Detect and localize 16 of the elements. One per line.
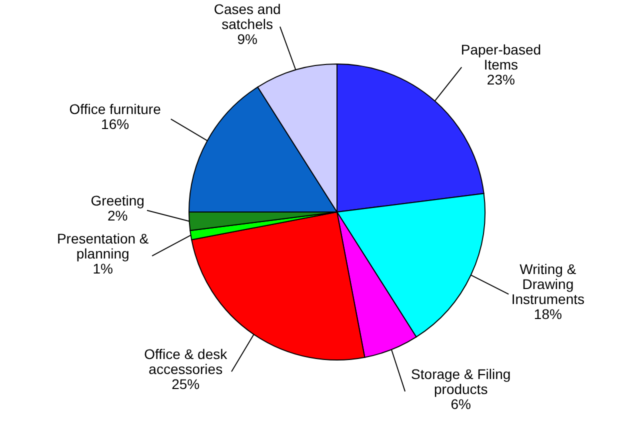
data-label: 25% — [172, 376, 200, 392]
slice-label: Office & desk accessories — [144, 346, 228, 378]
data-label: 6% — [450, 396, 471, 412]
slice-label: Greeting — [90, 192, 144, 208]
data-label: 2% — [107, 207, 128, 224]
data-label: 16% — [101, 116, 130, 132]
slice-label: Presentation & planning — [56, 230, 150, 262]
slice-label: Storage & Filing products — [411, 366, 511, 397]
slice-label: Cases and satchels — [214, 1, 281, 32]
slice-label: Paper-based Items — [460, 42, 542, 73]
slice-label: Office furniture — [69, 101, 162, 118]
data-label: 23% — [486, 72, 515, 88]
data-label: 18% — [534, 306, 562, 322]
slice-label: Writing & Drawing Instruments — [511, 261, 584, 308]
data-label: 1% — [92, 260, 113, 276]
data-label: 9% — [237, 31, 258, 48]
